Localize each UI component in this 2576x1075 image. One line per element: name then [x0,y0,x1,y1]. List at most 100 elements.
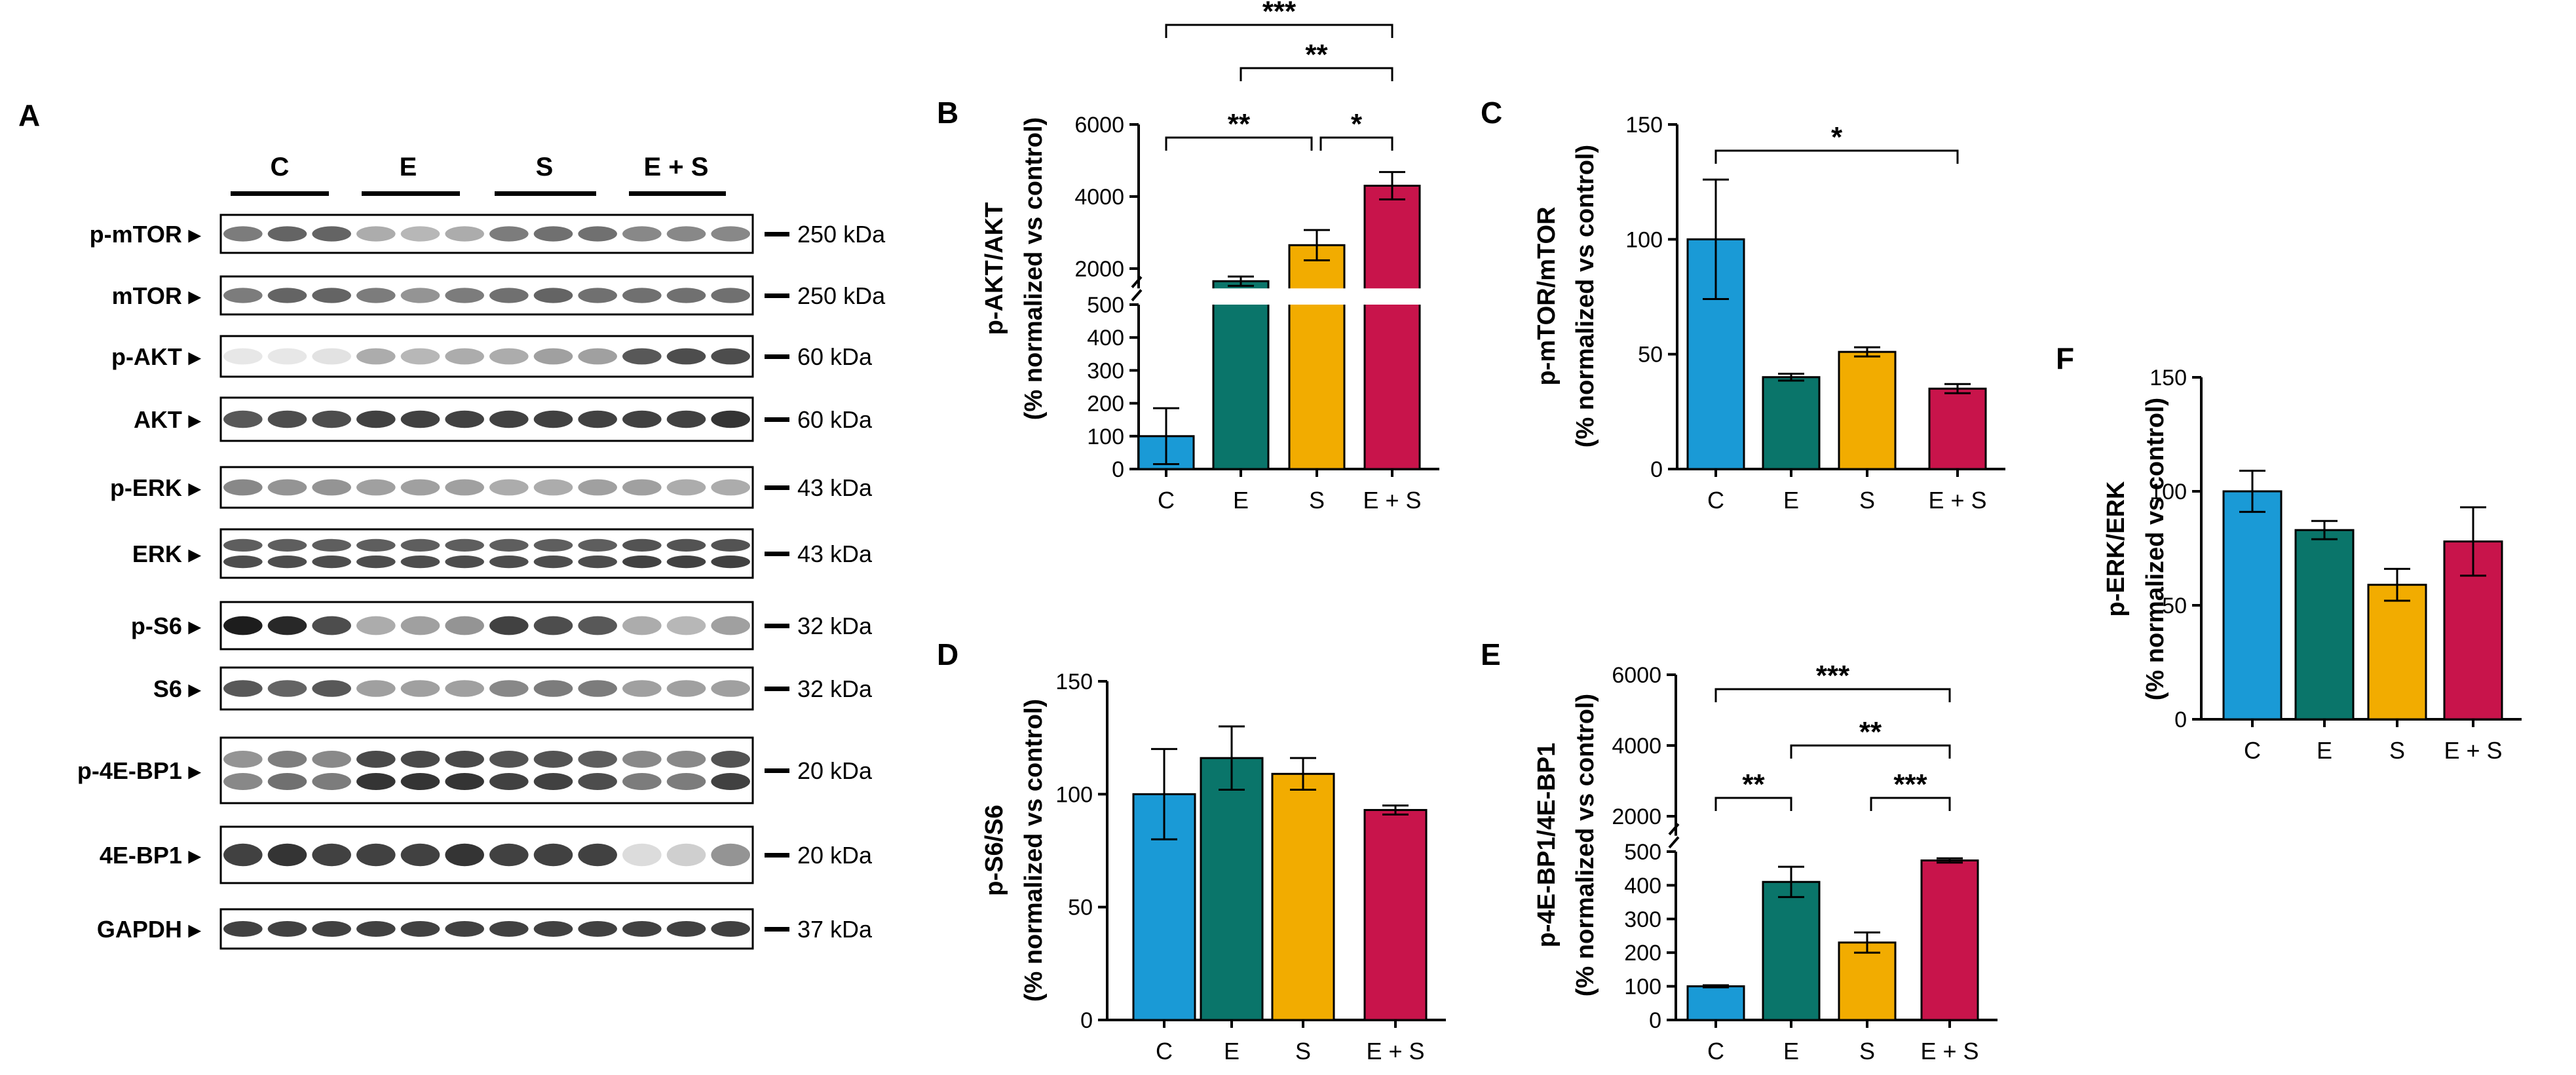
significance-label: ** [1859,716,1882,748]
bar [1212,280,1270,470]
blot-band [533,751,573,768]
y-axis-label: (% normalized vs control) [2142,398,2169,700]
blot-group-c: C [271,153,290,181]
y-tick-label: 100 [2150,480,2187,504]
blot-band [267,921,307,937]
blot-band [400,288,440,303]
x-category-label: S [1859,487,1875,514]
blot-band [578,773,617,790]
blot-band [445,288,484,303]
blot-band [666,751,706,768]
blot-marker-dash [765,417,789,422]
significance-bracket [1319,136,1393,151]
blot-band [489,348,529,365]
blot-kda-label: 20 kDa [797,842,873,869]
blot-band [711,348,750,365]
y-tick-label: 300 [1087,358,1124,383]
blot-band [533,555,573,569]
blot-band [533,680,573,697]
blot-band [533,843,573,867]
blot-kda-label: 32 kDa [797,675,873,702]
blot-band [312,773,351,790]
blot-band [622,555,662,569]
chart-p-mtor-mtor: Cp-mTOR/mTOR (% normalized vs control) 0 50… [1481,96,2005,514]
blot-band [223,288,263,303]
y-tick-label: 200 [1087,392,1124,417]
significance-label: *** [1893,768,1927,801]
blot-band [400,773,440,790]
blot-band [489,921,529,937]
blot-band [356,751,396,768]
blot-marker-dash [765,354,789,359]
y-axis-label: p-AKT/AKT [981,202,1008,335]
blot-band [223,348,263,365]
x-category-label: S [1859,1038,1875,1065]
blot-strip [219,335,754,378]
blot-kda-label: 37 kDa [797,916,873,943]
blot-band [312,843,351,867]
y-axis-label: (% normalized vs control) [1020,117,1048,420]
blot-protein-label: 4E-BP1 ▸ [100,842,202,869]
blot-band [666,921,706,937]
blot-marker-dash [765,853,789,858]
blot-band [400,479,440,496]
blot-band [578,479,617,496]
y-tick-label: 50 [2162,594,2187,618]
bar [1363,808,1428,1021]
blot-band [666,773,706,790]
significance-bracket [1714,797,1792,811]
blot-group-bar-c [231,191,329,196]
blot-strip [219,214,754,254]
blot-strip [219,825,754,884]
chart-p-akt-akt: Bp-AKT/AKT (% normalized vs control) 0 100 2… [937,0,1439,514]
x-category-label: E [1783,1038,1799,1065]
blot-band [356,288,396,303]
blot-band [578,921,617,937]
blot-band [356,921,396,937]
blot-band [578,616,617,635]
x-category-label: E + S [1920,1038,1979,1065]
x-category-label: C [1707,487,1724,514]
y-tick-label: 0 [1650,457,1663,482]
blot-marker-dash [765,768,789,773]
bar [2222,490,2282,721]
x-category-label: E + S [1366,1038,1424,1065]
bar [1920,859,1979,1021]
blot-band [356,680,396,697]
significance-label: * [1351,108,1363,140]
panel-label-a: A [18,98,40,132]
blot-band [223,680,263,697]
blot-band [356,479,396,496]
blot-band [400,843,440,867]
significance-bracket [1870,797,1951,811]
blot-band [267,616,307,635]
blot-band [578,538,617,552]
blot-kda-label: 43 kDa [797,474,873,501]
blot-band [711,288,750,303]
blot-band [445,751,484,768]
blot-band [622,843,662,867]
blot-protein-label: S6 ▸ [153,675,202,702]
blot-band [622,538,662,552]
blot-band [622,410,662,428]
blot-band [622,226,662,242]
blot-strip [219,736,754,804]
y-tick-label: 100 [1055,782,1093,807]
bar [1762,376,1821,470]
blot-band [622,348,662,365]
blot-band [533,616,573,635]
blot-protein-label: p-S6 ▸ [131,613,202,639]
y-tick-label: 0 [2174,707,2187,732]
y-axis-label: p-S6/S6 [981,804,1008,896]
blot-band [445,348,484,365]
panel-label: F [2056,341,2074,375]
blot-band [312,538,351,552]
significance-label: *** [1816,660,1850,692]
x-category-label: E [1783,487,1799,514]
blot-protein-label: p-mTOR ▸ [90,221,202,248]
blot-band [267,226,307,242]
blot-band [356,348,396,365]
blot-band [711,751,750,768]
blot-marker-dash [765,485,789,490]
blot-band [223,843,263,867]
